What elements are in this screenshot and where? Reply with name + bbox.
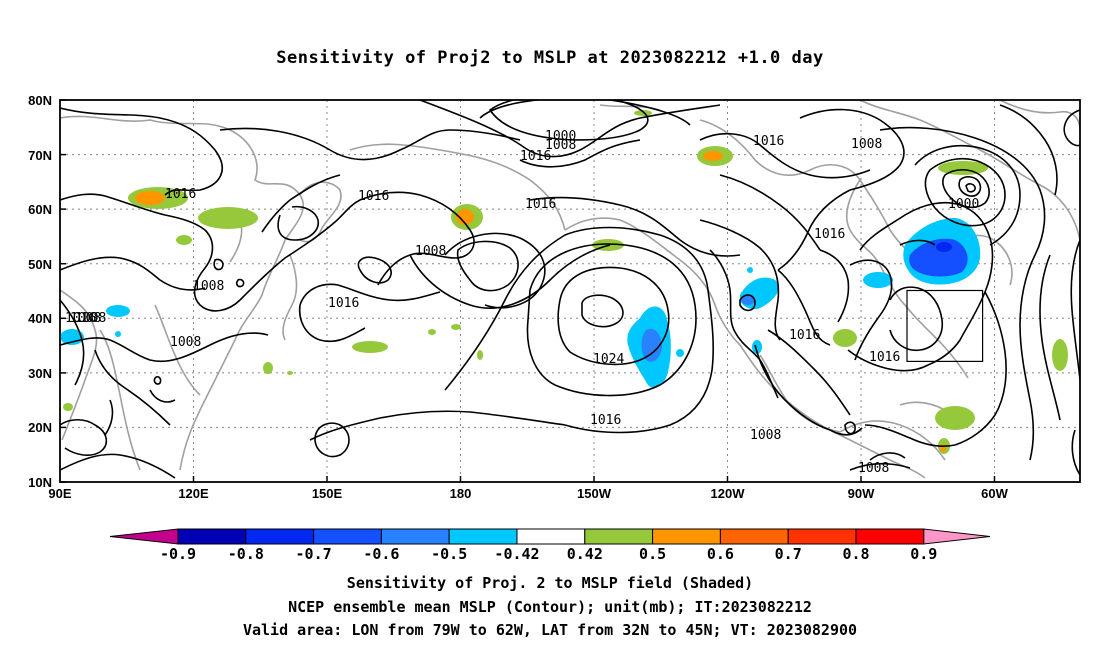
colorbar-swatch — [380, 528, 450, 545]
lat-axis-labels: 80N 70N 60N 50N 40N 30N 20N 10N — [28, 93, 52, 490]
lat-tick-label: 20N — [28, 420, 52, 435]
contour-label: 1008 — [170, 335, 201, 350]
colorbar-label: 0.9 — [910, 545, 937, 563]
contour-label: 1016 — [328, 296, 359, 311]
lat-tick-label: 10N — [28, 475, 52, 490]
colorbar-extend-high — [923, 528, 991, 545]
colorbar-label: 0.7 — [775, 545, 802, 563]
lon-tick-label: 90W — [848, 486, 875, 501]
colorbar-swatch — [787, 528, 857, 545]
colorbar-label: 0.8 — [842, 545, 869, 563]
colorbar-label: -0.6 — [363, 545, 399, 563]
contour-label: 1000 — [948, 197, 979, 212]
colorbar-label: -0.8 — [228, 545, 264, 563]
colorbar-label: 0.6 — [707, 545, 734, 563]
contour-label: 1008 — [193, 279, 224, 294]
colorbar-extend-low — [109, 528, 179, 545]
colorbar-swatch — [719, 528, 789, 545]
chart-title: Sensitivity of Proj2 to MSLP at 20230822… — [276, 48, 824, 68]
map-frame — [59, 99, 1081, 483]
colorbar-swatch — [855, 528, 925, 545]
colorbar-label: 0.5 — [639, 545, 666, 563]
contour-label: 1016 — [590, 413, 621, 428]
valid-area-box — [906, 289, 984, 363]
contour-label: 1016 — [358, 189, 389, 204]
contour-label: 1016 — [520, 149, 551, 164]
lon-tick-label: 60W — [981, 486, 1008, 501]
lat-tick-label: 40N — [28, 311, 52, 326]
lat-tick-label: 30N — [28, 366, 52, 381]
sensitivity-shading — [60, 110, 1068, 454]
colorbar-label: 0.42 — [567, 545, 603, 563]
colorbar-label: -0.9 — [160, 545, 196, 563]
contour-label: 1016 — [814, 227, 845, 242]
contour-label: 1008 — [545, 138, 576, 153]
lon-tick-label: 150W — [577, 486, 612, 501]
contour-label: 1016 — [789, 328, 820, 343]
lon-tick-label: 90E — [48, 486, 71, 501]
colorbar-label: -0.7 — [296, 545, 332, 563]
contour-labels: 1000 1008 1016 1016 1016 1016 1008 1016 … — [65, 129, 979, 476]
tick-marks — [60, 99, 996, 483]
contour-label: 1008 — [858, 461, 889, 476]
colorbar-swatch — [516, 528, 586, 545]
colorbar-swatch — [448, 528, 518, 545]
contour-label: 1024 — [593, 352, 624, 367]
lon-tick-label: 150E — [312, 486, 343, 501]
caption-valid-area: Valid area: LON from 79W to 62W, LAT fro… — [242, 621, 858, 639]
lon-tick-label: 180 — [450, 486, 472, 501]
colorbar-swatch — [584, 528, 654, 545]
lat-tick-label: 70N — [28, 148, 52, 163]
lat-tick-label: 80N — [28, 93, 52, 108]
contour-label: 1016 — [525, 197, 556, 212]
lat-tick-label: 60N — [28, 202, 52, 217]
colorbar-swatch — [313, 528, 382, 545]
contour-label: 1008 — [75, 311, 106, 326]
colorbar-swatch — [245, 528, 315, 545]
lat-tick-label: 50N — [28, 257, 52, 272]
colorbar: -0.9 -0.8 -0.7 -0.6 -0.5 -0.42 0.42 0.5 0.6 0.7 0.… — [109, 528, 991, 563]
contour-label: 1000 — [545, 129, 576, 144]
contour-label: 1016 — [165, 187, 196, 202]
contour-label: 1016 — [753, 134, 784, 149]
caption-contour: NCEP ensemble mean MSLP (Contour); unit(… — [288, 598, 812, 616]
contour-label: 1016 — [869, 350, 900, 365]
lon-tick-label: 120W — [711, 486, 746, 501]
lon-axis-labels: 90E 120E 150E 180 150W 120W 90W 60W — [48, 486, 1008, 501]
contour-label: 1016 — [65, 311, 96, 326]
colorbar-swatch — [652, 528, 721, 545]
mslp-contours — [60, 100, 1080, 479]
contour-label: 1008 — [70, 311, 101, 326]
caption-shading: Sensitivity of Proj. 2 to MSLP field (Sh… — [346, 574, 754, 592]
colorbar-label: -0.5 — [431, 545, 467, 563]
lon-tick-label: 120E — [178, 486, 209, 501]
contour-label: 1008 — [415, 244, 446, 259]
colorbar-swatch — [177, 528, 247, 545]
colorbar-label: -0.42 — [494, 545, 539, 563]
contour-label: 1008 — [750, 428, 781, 443]
contour-label: 1008 — [851, 137, 882, 152]
